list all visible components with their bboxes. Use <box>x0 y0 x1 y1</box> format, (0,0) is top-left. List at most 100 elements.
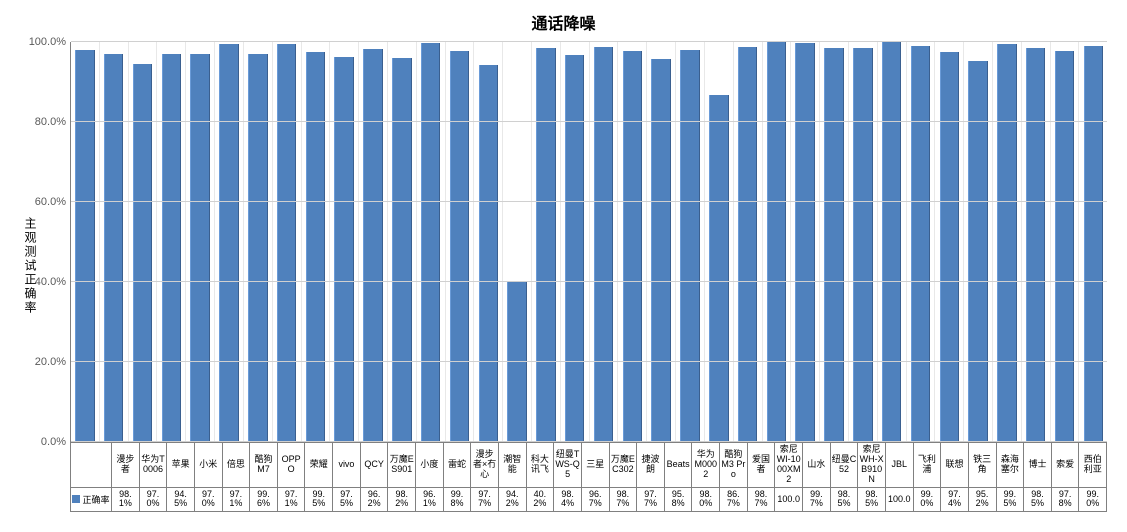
value-label: 97.7% <box>637 488 665 513</box>
bar-slot <box>359 42 388 442</box>
bar-slot <box>273 42 302 442</box>
bar-slot <box>474 42 503 442</box>
legend-swatch <box>72 495 80 503</box>
value-label: 100.0 <box>886 488 914 513</box>
value-label: 97.1% <box>223 488 251 513</box>
bar-slot <box>878 42 907 442</box>
bar-slot <box>820 42 849 442</box>
value-label: 95.2% <box>969 488 997 513</box>
category-label: 纽曼TWS-Q5 <box>554 443 582 488</box>
bar <box>997 44 1016 442</box>
value-label: 86.7% <box>720 488 748 513</box>
gridline <box>71 41 1107 42</box>
bar <box>565 55 584 442</box>
plot-area: 0.0%20.0%40.0%60.0%80.0%100.0% <box>70 42 1107 443</box>
bar <box>334 57 353 442</box>
value-label: 99.6% <box>250 488 278 513</box>
bar-slot <box>330 42 359 442</box>
bar-slot <box>244 42 273 442</box>
category-label: 飞利浦 <box>914 443 942 488</box>
series-label: 正确率 <box>82 493 109 506</box>
bar-slot <box>590 42 619 442</box>
y-tick-label: 0.0% <box>41 436 71 448</box>
bar <box>940 52 959 442</box>
bar <box>392 58 411 442</box>
bar <box>248 54 267 442</box>
bar <box>623 51 642 442</box>
y-tick-label: 60.0% <box>35 196 71 208</box>
value-label: 99.5% <box>997 488 1025 513</box>
category-label: 小米 <box>195 443 223 488</box>
bar-slot <box>964 42 993 442</box>
value-label: 99.8% <box>444 488 472 513</box>
bar-slot <box>791 42 820 442</box>
value-label: 96.2% <box>361 488 389 513</box>
category-label: 索爱 <box>1052 443 1080 488</box>
bar-slot <box>71 42 100 442</box>
y-tick-label: 20.0% <box>35 356 71 368</box>
value-label: 97.4% <box>941 488 969 513</box>
category-label: Beats <box>665 443 693 488</box>
bar-slot <box>676 42 705 442</box>
category-label: 联想 <box>941 443 969 488</box>
bar <box>75 50 94 442</box>
bar <box>104 54 123 442</box>
value-label: 94.2% <box>499 488 527 513</box>
gridline <box>71 121 1107 122</box>
bar <box>421 43 440 442</box>
bar <box>219 44 238 442</box>
value-label: 40.2% <box>527 488 555 513</box>
y-axis-title: 主观测试正确率 <box>22 217 39 315</box>
category-label: 爱国者 <box>748 443 776 488</box>
category-label: 索尼WI-1000XM2 <box>775 443 803 488</box>
category-label: 科大讯飞 <box>527 443 555 488</box>
bar <box>795 43 814 442</box>
value-label: 94.5% <box>167 488 195 513</box>
bar-slot <box>503 42 532 442</box>
bar <box>882 42 901 442</box>
value-label: 99.0% <box>1079 488 1107 513</box>
bar <box>651 59 670 442</box>
bar-chart: 通话降噪 主观测试正确率 0.0%20.0%40.0%60.0%80.0%100… <box>10 10 1117 522</box>
bar <box>162 54 181 442</box>
value-label: 97.0% <box>140 488 168 513</box>
y-tick-label: 40.0% <box>35 276 71 288</box>
bar <box>738 47 757 442</box>
value-label: 98.7% <box>748 488 776 513</box>
bar-slot <box>1051 42 1080 442</box>
bar <box>190 54 209 442</box>
category-label: OPPO <box>278 443 306 488</box>
value-label: 100.0 <box>775 488 803 513</box>
bar <box>1055 51 1074 442</box>
value-label: 96.7% <box>582 488 610 513</box>
value-label: 98.5% <box>858 488 886 513</box>
category-label: JBL <box>886 443 914 488</box>
value-label: 97.5% <box>333 488 361 513</box>
category-label: 三星 <box>582 443 610 488</box>
value-label: 98.5% <box>831 488 859 513</box>
value-label: 98.2% <box>388 488 416 513</box>
category-label: 捷波朗 <box>637 443 665 488</box>
value-label: 97.8% <box>1052 488 1080 513</box>
value-label: 96.1% <box>416 488 444 513</box>
bar-slot <box>561 42 590 442</box>
bar <box>1084 46 1103 442</box>
category-label: 纽曼C52 <box>831 443 859 488</box>
bar <box>853 48 872 442</box>
category-label: 漫步者 <box>112 443 140 488</box>
bar <box>911 46 930 442</box>
bar <box>767 42 786 442</box>
bar-slot <box>935 42 964 442</box>
bar-slot <box>1022 42 1051 442</box>
bar-slot <box>907 42 936 442</box>
value-label: 98.7% <box>610 488 638 513</box>
bar <box>680 50 699 442</box>
bar-slot <box>388 42 417 442</box>
bar-slot <box>993 42 1022 442</box>
category-label: 小度 <box>416 443 444 488</box>
category-label: 漫步者×冇心 <box>471 443 499 488</box>
bar-slot <box>734 42 763 442</box>
bar-slot <box>302 42 331 442</box>
bar <box>824 48 843 442</box>
bar-slot <box>647 42 676 442</box>
